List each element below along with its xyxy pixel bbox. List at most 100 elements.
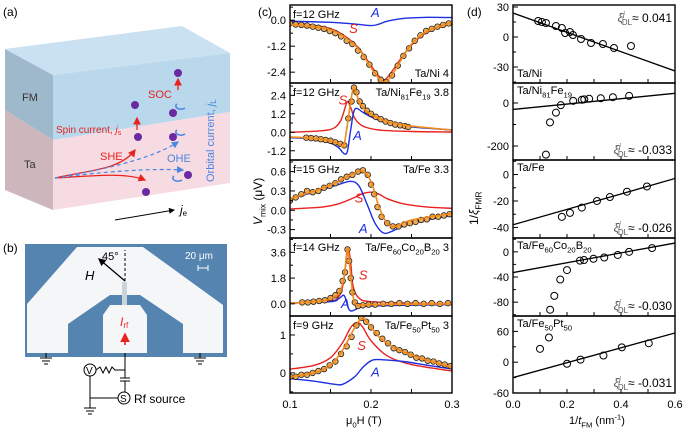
y-axis-label: Vmix (μV) xyxy=(251,178,268,225)
data-point xyxy=(576,355,585,364)
plot-area xyxy=(513,177,675,226)
fit-line xyxy=(290,317,452,378)
fit-line xyxy=(290,247,452,307)
data-point xyxy=(608,93,617,102)
plot-area xyxy=(513,242,675,314)
sample-label: Ta/Fe60Co20B20 3 xyxy=(365,242,449,256)
subplot-1: 0.0 -1.2 -2.4 SAf=12 GHz Ta/Ni 4 xyxy=(267,4,453,84)
subplot-frame xyxy=(289,315,453,394)
voltmeter-icon xyxy=(83,363,97,377)
y-tick-label: -20 xyxy=(493,196,509,208)
y-tick-label: -40 xyxy=(493,272,509,284)
irf-label: Irf xyxy=(120,315,129,330)
sample-label: Ta/Ni81Fe19 3.8 xyxy=(376,87,449,101)
orbital-icon xyxy=(175,103,186,110)
plot-area xyxy=(513,12,675,72)
plot-area xyxy=(290,84,452,155)
label-s: S xyxy=(357,338,366,353)
y-tick-label: -0.3 xyxy=(267,225,286,237)
frequency-label: f=15 GHz xyxy=(293,164,340,176)
data-point xyxy=(575,256,584,265)
data-point xyxy=(648,244,657,253)
electron-icon xyxy=(169,109,177,117)
symmetric-component-line xyxy=(290,100,452,133)
data-point xyxy=(609,44,618,52)
y-tick-label: 0.0 xyxy=(271,127,286,139)
she-down-arrow xyxy=(54,173,147,182)
orbital-current-label: Orbital current, jL xyxy=(205,99,218,182)
frequency-label: f=12 GHz xyxy=(293,87,340,99)
data-point xyxy=(622,187,631,196)
label-s: S xyxy=(349,21,358,36)
y-tick-label: 1.2 xyxy=(271,109,286,121)
data-point xyxy=(598,40,607,48)
orbital-rotation-icons xyxy=(172,103,186,182)
y-tick-label: 0.3 xyxy=(271,186,286,198)
sample-label: Ta/Fe50Pt50 xyxy=(517,318,572,332)
label-s: S xyxy=(339,93,348,108)
label-a: A xyxy=(340,296,350,311)
electron-spins xyxy=(131,69,192,196)
data-point xyxy=(556,275,565,284)
scale-bar xyxy=(197,265,209,271)
data-point xyxy=(551,22,560,30)
data-point xyxy=(617,343,626,352)
top-face xyxy=(5,26,230,75)
data-point xyxy=(644,339,653,348)
je-label: je xyxy=(178,203,188,218)
y-tick-label: -200 xyxy=(487,141,509,153)
fit-line xyxy=(290,21,452,83)
sample-label: Ta/Fe 3.3 xyxy=(403,164,449,176)
cpw-ground-electrode xyxy=(27,247,223,353)
panel-a-label: (a) xyxy=(3,5,18,19)
plot-area xyxy=(513,91,675,159)
plot-area xyxy=(290,246,452,312)
subplot-2: 0 -200 Ta/Ni81Fe19 ξj DL≈ -0.033 xyxy=(487,82,676,161)
scale-label: 20 μm xyxy=(185,251,213,262)
sample-label: Ta/Fe xyxy=(517,162,545,174)
label-s: S xyxy=(359,268,368,283)
subplot-5: 1 0 SAf=9 GHz Ta/Fe50Pt50 3 xyxy=(280,315,453,394)
y-tick-label: 0 xyxy=(503,98,509,110)
left-face-fm xyxy=(5,49,53,140)
ohe-up-arrow xyxy=(54,141,180,179)
angle-label: 45° xyxy=(102,251,119,263)
frequency-label: f=9 GHz xyxy=(293,320,334,332)
data-point xyxy=(592,196,601,205)
sample-label: Ta/Ni 4 xyxy=(415,68,449,80)
label-a: A xyxy=(370,5,380,20)
linear-fit-line xyxy=(513,242,675,274)
y-tick-label: 2.4 xyxy=(271,90,286,102)
data-point xyxy=(544,333,553,342)
subplot-3: 0.6 0.3 0.0 -0.3 SAf=15 GHz Ta/Fe 3.3 xyxy=(267,159,453,239)
y-tick-label: -2.4 xyxy=(267,67,286,79)
orbital-icon xyxy=(175,129,186,136)
linear-fit-line xyxy=(513,92,675,111)
antisymmetric-component-line xyxy=(290,16,452,27)
y-tick-label: -40 xyxy=(493,222,509,234)
rf-source-icon xyxy=(117,391,131,405)
front-face-ta xyxy=(53,112,230,210)
y-tick-label: 0.0 xyxy=(271,299,286,311)
panel-b-diagram: (b) 45° H 20 μm Irf V S Rf source xyxy=(3,241,227,415)
data-point xyxy=(546,305,555,314)
y-tick-label: -80 xyxy=(493,297,509,309)
y-tick-label: 0.0 xyxy=(271,15,286,27)
data-point xyxy=(599,351,608,360)
y-tick-label: 60 xyxy=(497,326,509,338)
plot-area xyxy=(290,316,452,386)
panel-label: (c) xyxy=(258,5,272,19)
data-point xyxy=(551,108,560,117)
y-tick-label: 0 xyxy=(280,368,286,380)
cpw-signal-line xyxy=(103,305,147,353)
data-point xyxy=(536,344,544,353)
data-point xyxy=(561,29,570,37)
data-point xyxy=(563,266,571,275)
panel-label: (d) xyxy=(467,5,482,19)
data-point xyxy=(537,18,546,26)
x-tick-label: 0.2 xyxy=(559,399,574,411)
y-tick-label: 30 xyxy=(497,2,509,14)
data-point xyxy=(577,35,586,43)
data-point xyxy=(428,299,435,307)
